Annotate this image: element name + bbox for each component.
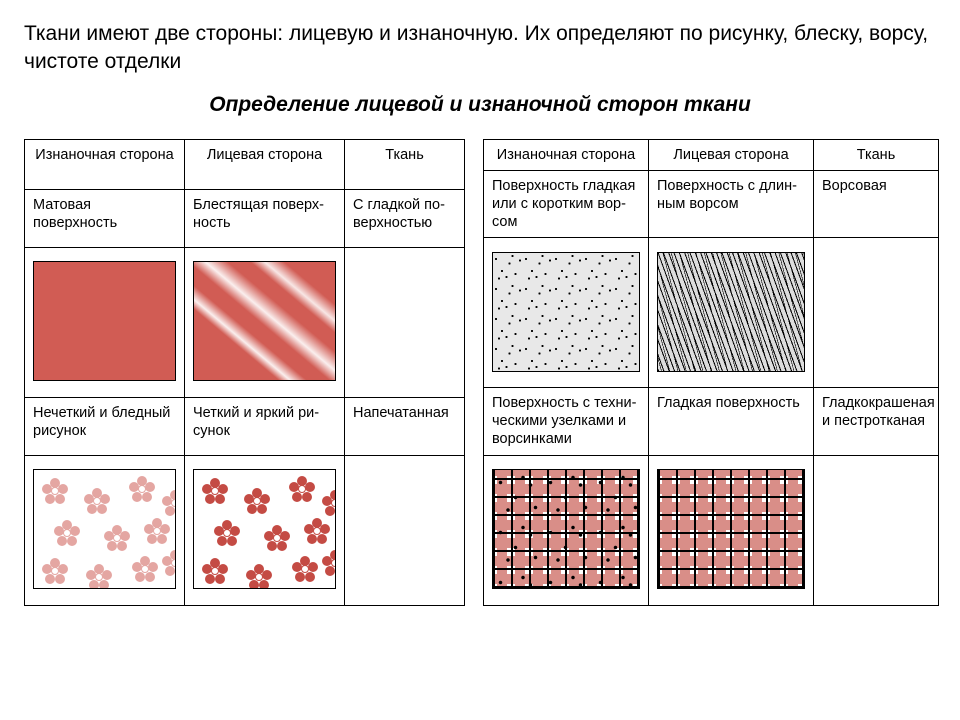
left-r1-wrong-desc: Матовая поверхность <box>25 189 185 247</box>
right-r1-right-desc: Поверхность с длин- ным ворсом <box>649 170 814 237</box>
swatch-plaid-smooth <box>657 469 805 589</box>
left-r2-wrong-desc: Нечеткий и бледный рисунок <box>25 397 185 455</box>
swatch-floral-pale <box>33 469 176 589</box>
right-r2-right-swatch-cell <box>649 455 814 605</box>
swatch-long-pile <box>657 252 805 372</box>
left-r2-wrong-swatch-cell <box>25 455 185 605</box>
swatch-floral-bright <box>193 469 336 589</box>
right-r2-wrong-desc: Поверхность с техни- ческими узелками и … <box>484 388 649 455</box>
left-r1-fabric: С гладкой по- верхностью <box>345 189 465 247</box>
right-header-wrong: Изнаночная сторона <box>484 139 649 170</box>
right-table: Изнаночная сторона Лицевая сторона Ткань… <box>483 139 939 606</box>
left-r2-right-desc: Четкий и яркий ри- сунок <box>185 397 345 455</box>
left-r1-wrong-swatch-cell <box>25 247 185 397</box>
swatch-plaid-knotty <box>492 469 640 589</box>
tables-container: Изнаночная сторона Лицевая сторона Ткань… <box>24 139 936 606</box>
right-header-right: Лицевая сторона <box>649 139 814 170</box>
left-r1-right-swatch-cell <box>185 247 345 397</box>
sub-heading: Определение лицевой и изнаночной сторон … <box>24 93 936 117</box>
left-r2-right-swatch-cell <box>185 455 345 605</box>
swatch-matte-red <box>33 261 176 381</box>
left-r1-right-desc: Блестящая поверх- ность <box>185 189 345 247</box>
swatch-short-pile <box>492 252 640 372</box>
intro-text: Ткани имеют две стороны: лицевую и изнан… <box>24 20 936 77</box>
right-r2-fabric: Гладкокрашеная и пестротканая <box>814 388 939 455</box>
right-r1-fabric: Ворсовая <box>814 170 939 237</box>
left-header-right: Лицевая сторона <box>185 139 345 189</box>
left-r2-fabric: Напечатанная <box>345 397 465 455</box>
swatch-shiny-red <box>193 261 336 381</box>
right-r2-right-desc: Гладкая поверхность <box>649 388 814 455</box>
left-header-wrong: Изнаночная сторона <box>25 139 185 189</box>
right-r2-blank <box>814 455 939 605</box>
right-r2-wrong-swatch-cell <box>484 455 649 605</box>
right-r1-wrong-swatch-cell <box>484 238 649 388</box>
left-table: Изнаночная сторона Лицевая сторона Ткань… <box>24 139 465 606</box>
left-header-fabric: Ткань <box>345 139 465 189</box>
right-r1-blank <box>814 238 939 388</box>
right-header-fabric: Ткань <box>814 139 939 170</box>
left-r2-blank <box>345 455 465 605</box>
right-r1-wrong-desc: Поверхность гладкая или с коротким вор- … <box>484 170 649 237</box>
right-r1-right-swatch-cell <box>649 238 814 388</box>
left-r1-blank <box>345 247 465 397</box>
